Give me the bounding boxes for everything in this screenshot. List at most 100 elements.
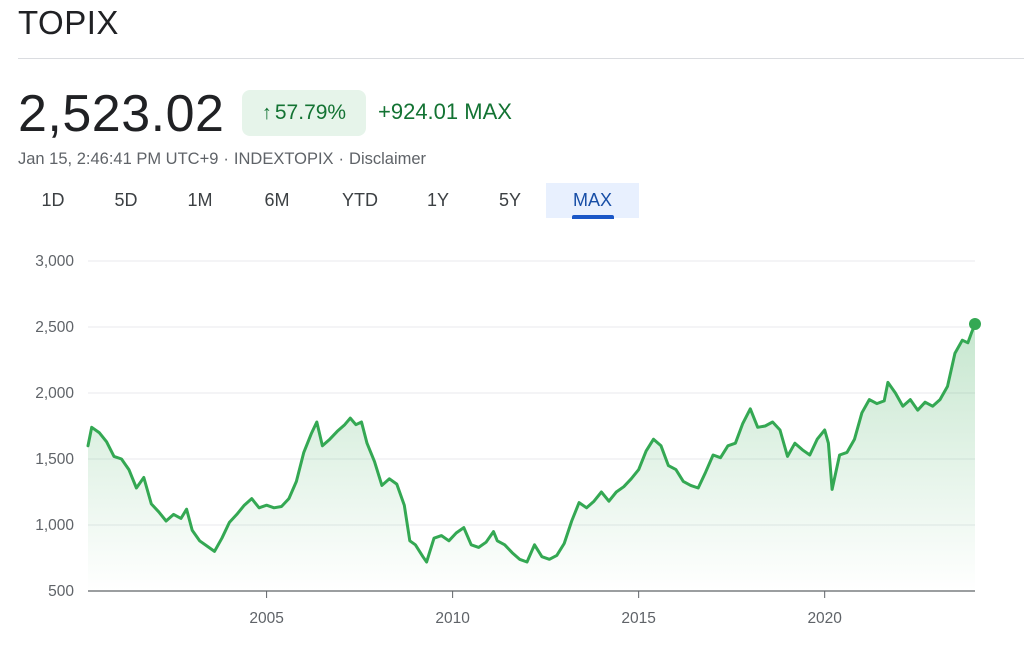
data-point bbox=[696, 486, 700, 490]
tab-1y[interactable]: 1Y bbox=[426, 190, 450, 210]
data-point bbox=[242, 503, 246, 507]
tab-5y[interactable]: 5Y bbox=[498, 190, 522, 210]
percent-change-badge: ↑ 57.79% bbox=[242, 90, 366, 136]
y-tick-label: 3,000 bbox=[35, 253, 74, 270]
data-point bbox=[257, 506, 261, 510]
data-point bbox=[614, 490, 618, 494]
percent-change-value: 57.79% bbox=[274, 101, 347, 124]
data-point bbox=[823, 428, 827, 432]
data-point bbox=[622, 485, 626, 489]
y-tick-label: 1,000 bbox=[35, 517, 74, 534]
data-point bbox=[562, 542, 566, 546]
x-tick-label: 2020 bbox=[807, 610, 842, 627]
header-divider bbox=[18, 58, 1024, 59]
data-point bbox=[484, 540, 488, 544]
price-chart: 3,000 2,500 2,000 1,500 1,000 500 2005 2010 201… bbox=[35, 253, 981, 627]
data-point bbox=[425, 560, 429, 564]
separator: · bbox=[223, 150, 229, 168]
data-point bbox=[886, 380, 890, 384]
last-point-marker[interactable] bbox=[969, 318, 981, 330]
data-point bbox=[592, 499, 596, 503]
tab-1d[interactable]: 1D bbox=[41, 190, 65, 210]
data-point bbox=[373, 460, 377, 464]
data-point bbox=[966, 341, 970, 345]
arrow-up-icon: ↑ bbox=[261, 101, 272, 124]
disclaimer-link[interactable]: Disclaimer bbox=[349, 150, 427, 168]
data-point bbox=[492, 530, 496, 534]
data-point bbox=[808, 453, 812, 457]
data-point bbox=[462, 526, 466, 530]
tab-max[interactable]: MAX bbox=[546, 183, 639, 218]
data-point bbox=[860, 411, 864, 415]
data-point bbox=[97, 431, 101, 435]
data-point bbox=[395, 482, 399, 486]
data-point bbox=[421, 555, 425, 559]
range-tabs: 1D 5D 1M 6M YTD 1Y 5Y MAX bbox=[0, 183, 660, 221]
data-point bbox=[250, 497, 254, 501]
data-point bbox=[726, 444, 730, 448]
data-point bbox=[220, 536, 224, 540]
data-point bbox=[711, 453, 715, 457]
data-point bbox=[570, 519, 574, 523]
symbol: INDEXTOPIX bbox=[233, 150, 334, 168]
x-tick-label: 2010 bbox=[435, 610, 470, 627]
data-point bbox=[607, 499, 611, 503]
data-point bbox=[198, 539, 202, 543]
data-point bbox=[309, 432, 313, 436]
data-point bbox=[555, 553, 559, 557]
tab-ytd[interactable]: YTD bbox=[342, 190, 378, 210]
data-point bbox=[547, 557, 551, 561]
data-point bbox=[447, 539, 451, 543]
data-point bbox=[533, 543, 537, 547]
data-point bbox=[227, 520, 231, 524]
data-point bbox=[853, 437, 857, 441]
data-point bbox=[599, 490, 603, 494]
data-point bbox=[681, 479, 685, 483]
data-point bbox=[172, 512, 176, 516]
data-point bbox=[495, 539, 499, 543]
series-line bbox=[86, 322, 977, 564]
tab-6m[interactable]: 6M bbox=[264, 190, 290, 210]
data-point bbox=[205, 544, 209, 548]
data-point bbox=[503, 543, 507, 547]
data-point bbox=[360, 420, 364, 424]
data-point bbox=[577, 501, 581, 505]
area-fill bbox=[88, 324, 975, 591]
data-point bbox=[867, 398, 871, 402]
data-point bbox=[315, 420, 319, 424]
data-point bbox=[149, 502, 153, 506]
data-point bbox=[440, 534, 444, 538]
data-point bbox=[800, 448, 804, 452]
data-point bbox=[786, 454, 790, 458]
data-point bbox=[142, 476, 146, 480]
data-point bbox=[756, 425, 760, 429]
data-point bbox=[916, 408, 920, 412]
data-point bbox=[213, 549, 217, 553]
data-point bbox=[157, 510, 161, 514]
data-point bbox=[644, 449, 648, 453]
data-point bbox=[815, 437, 819, 441]
data-point bbox=[90, 425, 94, 429]
data-point bbox=[272, 506, 276, 510]
tab-1m[interactable]: 1M bbox=[187, 190, 213, 210]
data-point bbox=[387, 477, 391, 481]
current-price: 2,523.02 bbox=[18, 85, 225, 143]
data-point bbox=[908, 398, 912, 402]
data-point bbox=[931, 404, 935, 408]
data-point bbox=[432, 536, 436, 540]
data-point bbox=[164, 519, 168, 523]
data-point bbox=[946, 384, 950, 388]
data-point bbox=[637, 468, 641, 472]
data-point bbox=[86, 444, 90, 448]
data-point bbox=[525, 560, 529, 564]
tab-5d[interactable]: 5D bbox=[114, 190, 138, 210]
data-point bbox=[127, 468, 131, 472]
timestamp: Jan 15, 2:46:41 PM UTC+9 bbox=[18, 150, 219, 168]
data-point bbox=[287, 497, 291, 501]
data-point bbox=[953, 351, 957, 355]
data-point bbox=[826, 441, 830, 445]
data-point bbox=[960, 338, 964, 342]
data-point bbox=[901, 404, 905, 408]
x-tick-label: 2015 bbox=[621, 610, 655, 627]
data-point bbox=[105, 440, 109, 444]
